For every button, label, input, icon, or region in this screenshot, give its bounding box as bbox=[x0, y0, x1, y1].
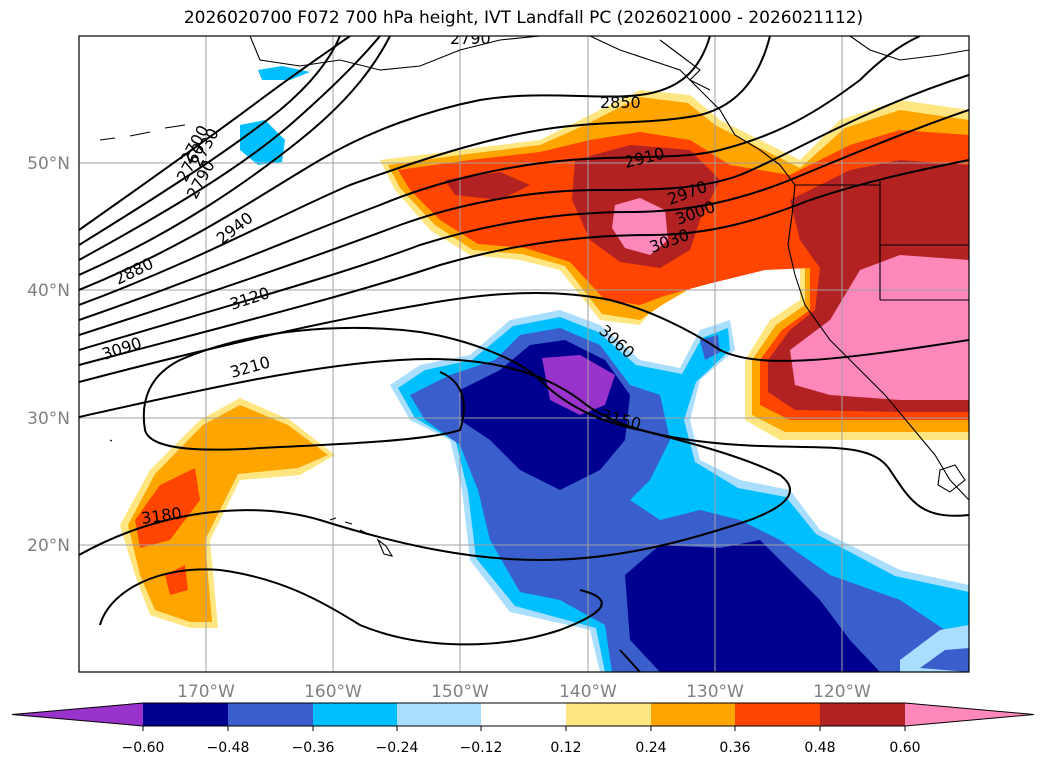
lon-tick-label: 120°W bbox=[813, 682, 871, 702]
colorbar-tick-label: 0.48 bbox=[804, 740, 835, 756]
positive-shading bbox=[120, 90, 969, 628]
colorbar-segment bbox=[313, 703, 397, 726]
shade-orange-sw bbox=[128, 405, 328, 622]
lat-tick-label: 20°N bbox=[27, 536, 70, 556]
map-panel: 2790 2850 2910 2970 3000 3030 3060 3150 … bbox=[79, 29, 969, 672]
colorbar-segment bbox=[651, 703, 735, 726]
shade-navy-south bbox=[625, 540, 880, 672]
lat-tick-label: 30°N bbox=[27, 409, 70, 429]
colorbar-segment bbox=[143, 703, 228, 726]
colorbar-segment bbox=[397, 703, 481, 726]
height-contours bbox=[79, 36, 969, 672]
map-frame bbox=[78, 35, 970, 673]
shade-pink-east bbox=[790, 255, 969, 400]
lon-tick-label: 170°W bbox=[177, 682, 235, 702]
colorbar-segment bbox=[566, 703, 651, 726]
colorbar-segment bbox=[228, 703, 313, 726]
map-gridlines bbox=[79, 36, 969, 672]
colorbar-extend-max bbox=[905, 703, 1034, 726]
lat-tick-label: 40°N bbox=[27, 281, 70, 301]
colorbar-tick-label: 0.36 bbox=[719, 740, 750, 756]
colorbar-tick-label: 0.24 bbox=[635, 740, 666, 756]
colorbar: −0.60 −0.48 −0.36 −0.24 −0.12 0.12 0.24 0.36 0.4… bbox=[11, 702, 1035, 756]
lat-axis-labels: 20°N 30°N 40°N 50°N bbox=[27, 154, 70, 556]
contour-label: 2850 bbox=[600, 93, 641, 112]
lon-tick-label: 160°W bbox=[304, 682, 362, 702]
lon-tick-label: 140°W bbox=[559, 682, 617, 702]
colorbar-tick-label: −0.60 bbox=[122, 740, 165, 756]
colorbar-tick-label: −0.12 bbox=[460, 740, 503, 756]
colorbar-tick-label: −0.36 bbox=[292, 740, 335, 756]
shade-purple-core bbox=[542, 355, 615, 415]
lon-tick-label: 150°W bbox=[431, 682, 489, 702]
lat-tick-label: 50°N bbox=[27, 154, 70, 174]
colorbar-tick-label: 0.60 bbox=[889, 740, 920, 756]
shade-blue-east bbox=[920, 648, 969, 672]
negative-shading bbox=[240, 66, 969, 672]
shade-darkred-north-2 bbox=[445, 172, 530, 200]
colorbar-segment bbox=[735, 703, 820, 726]
shade-cyan-small-2 bbox=[258, 66, 310, 80]
shade-red-sw bbox=[135, 468, 200, 548]
colorbar-tick-label: −0.24 bbox=[376, 740, 419, 756]
lon-axis-labels: 170°W 160°W 150°W 140°W 130°W 120°W bbox=[177, 682, 871, 702]
map-title: 2026020700 F072 700 hPa height, IVT Land… bbox=[183, 8, 864, 28]
colorbar-extend-min bbox=[12, 703, 143, 726]
lon-tick-label: 130°W bbox=[686, 682, 744, 702]
colorbar-tick-label: −0.48 bbox=[207, 740, 250, 756]
coastlines bbox=[99, 36, 969, 557]
colorbar-segment bbox=[481, 703, 566, 726]
colorbar-segment bbox=[820, 703, 905, 726]
colorbar-tick-label: 0.12 bbox=[550, 740, 581, 756]
contour-label: 2790 bbox=[450, 29, 491, 48]
